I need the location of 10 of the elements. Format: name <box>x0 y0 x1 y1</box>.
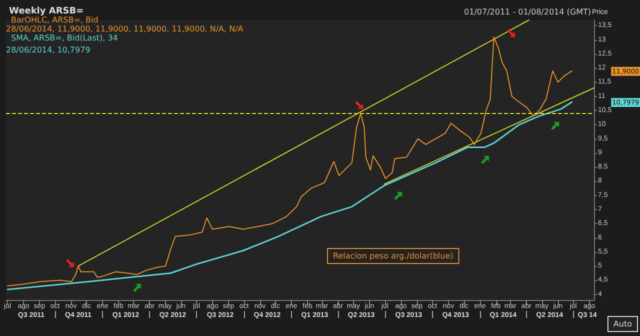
chart-title: Weekly ARSB= <box>9 6 84 16</box>
text: BarOHLC, ARSB=, Bid <box>11 16 98 24</box>
annotation: Relacion peso arg./dolar(blue) <box>333 252 454 260</box>
line-series <box>7 36 572 286</box>
line-series <box>6 101 573 290</box>
annotation: 28/06/2014, 10,7979 <box>6 46 90 54</box>
chart-subtitle: 01/07/2011 - 01/08/2014 (GMT) <box>464 8 592 16</box>
text: SMA, ARSB=, Bid(Last), 34 <box>11 34 118 42</box>
annotation: 28/06/2014, 11,9000, 11,9000, 11,9000, 11,9000, N/A, N/A <box>6 24 244 34</box>
text: Auto <box>613 320 632 328</box>
